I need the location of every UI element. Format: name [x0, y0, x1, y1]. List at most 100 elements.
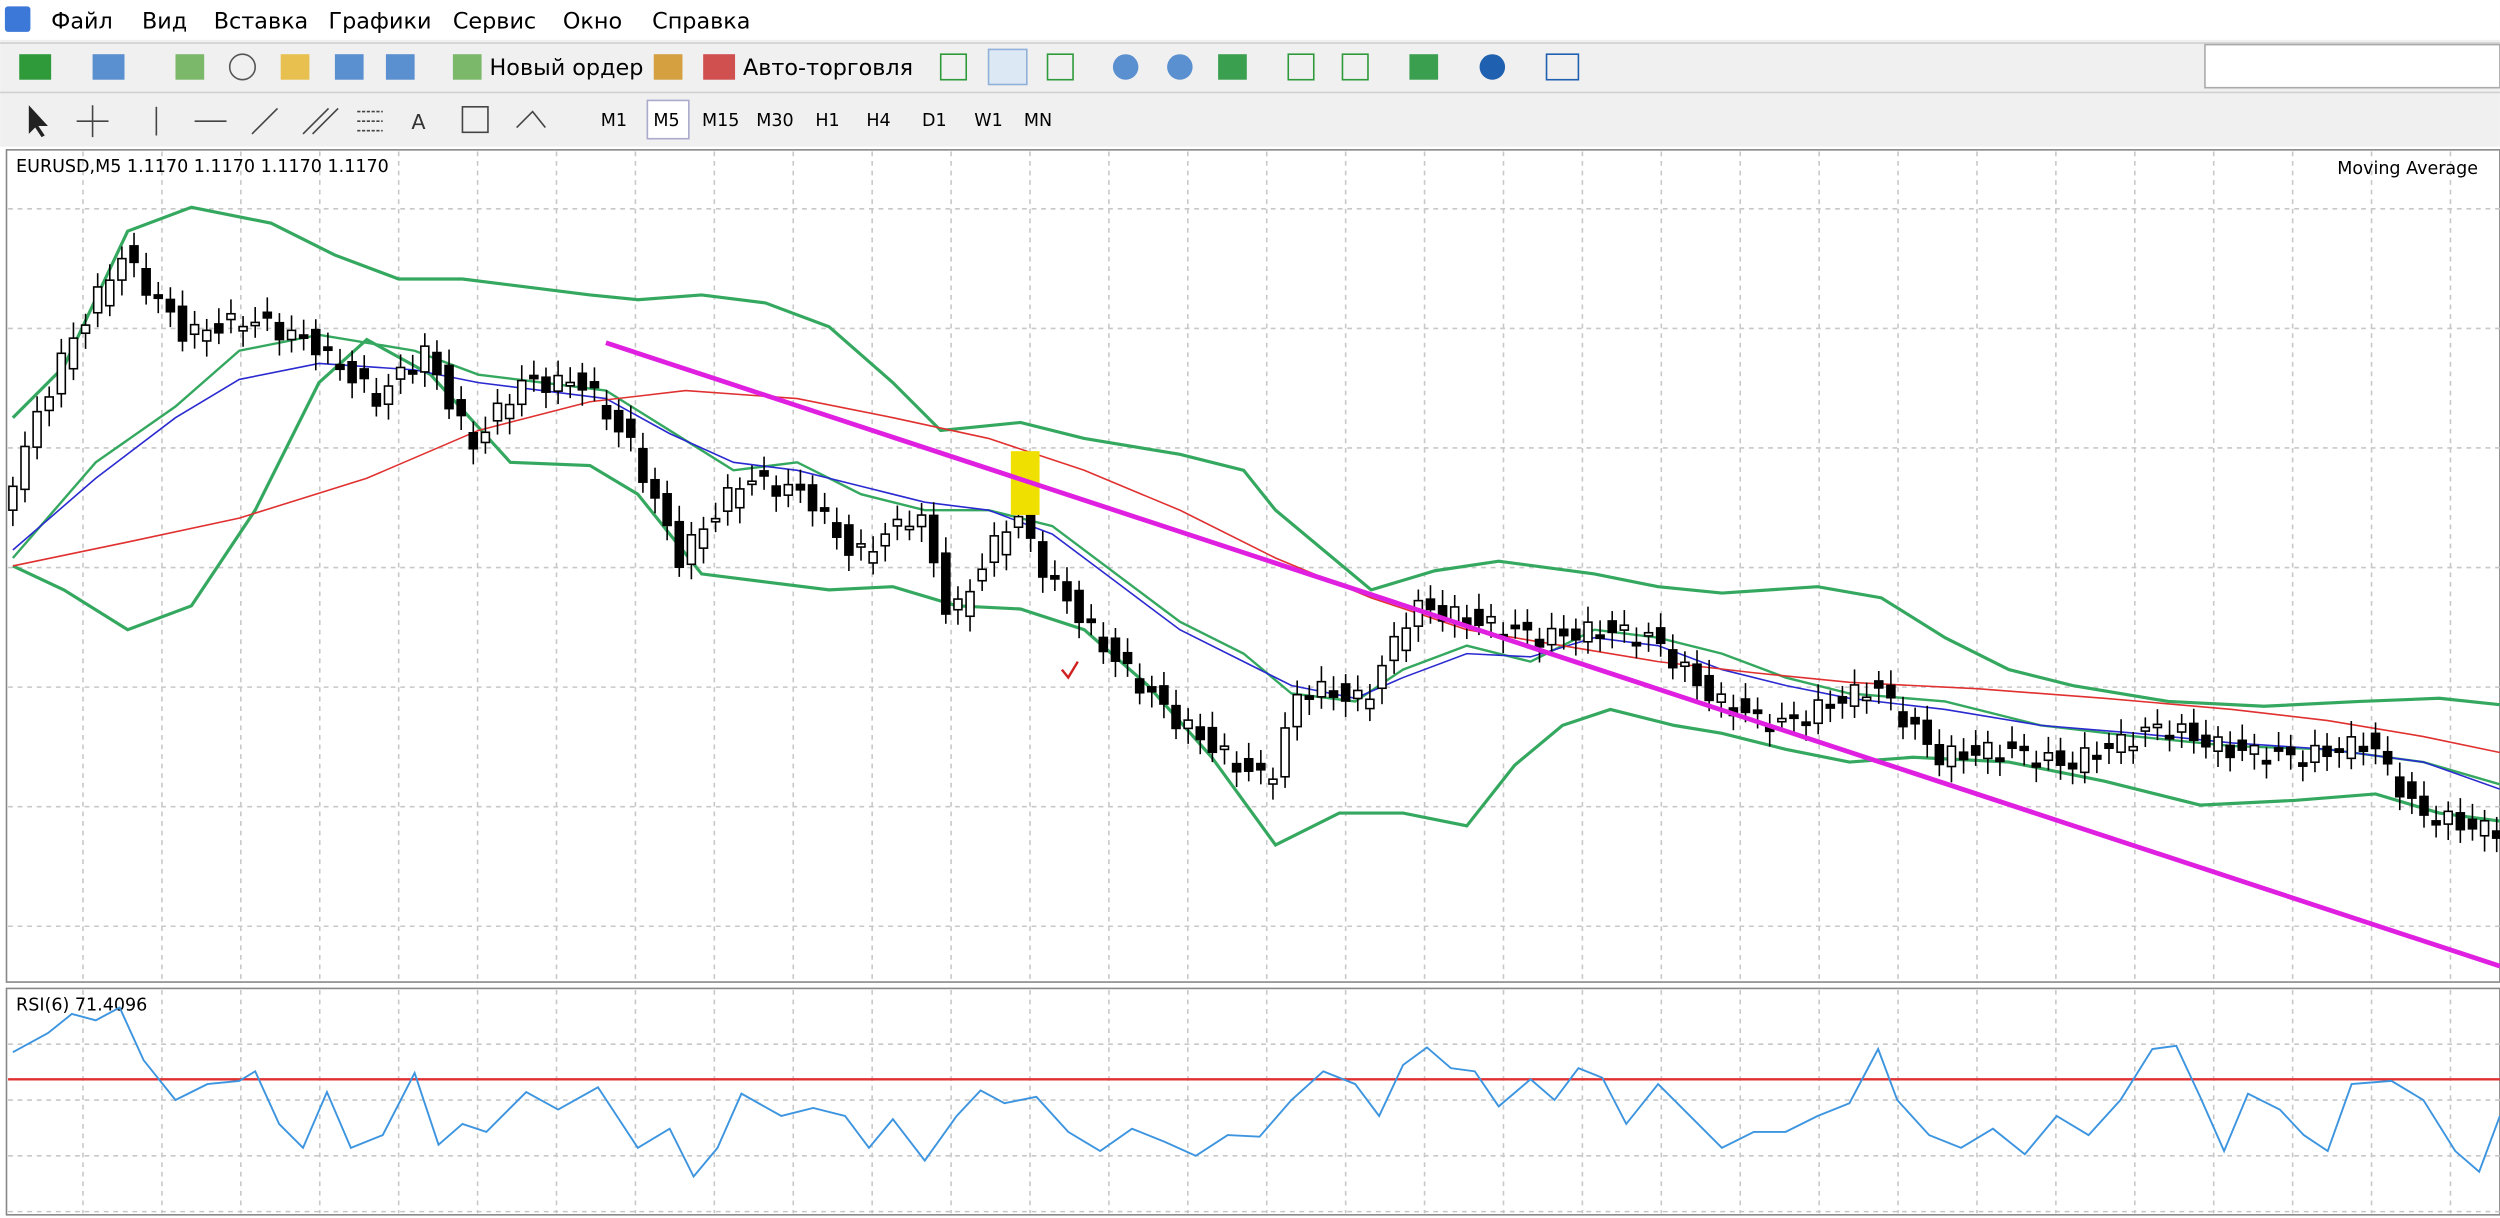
candle-body: [32, 410, 42, 448]
candle-body: [904, 525, 915, 531]
candle-body: [2067, 762, 2078, 770]
candle-body: [1970, 745, 1981, 756]
bollinger-middle: [11, 333, 2500, 786]
candle-body: [2285, 746, 2296, 756]
timeframe-button[interactable]: MN: [1024, 111, 1052, 131]
timeframe-button[interactable]: M5: [653, 111, 679, 131]
candle-body: [1849, 684, 1860, 707]
menu-item[interactable]: Вставка: [214, 9, 308, 35]
bar-chart-button[interactable]: [939, 53, 968, 81]
candle-body: [2031, 762, 2042, 768]
navigator-button[interactable]: [228, 53, 256, 81]
tester-button[interactable]: [385, 54, 415, 80]
candle-body: [710, 517, 721, 523]
candle-body: [577, 372, 588, 391]
candle-body: [2043, 752, 2054, 762]
candle-body: [2176, 723, 2187, 733]
candle-body: [444, 364, 454, 410]
candle-body: [2298, 762, 2308, 767]
timeframe-button[interactable]: H4: [866, 111, 890, 131]
candle-body: [613, 409, 624, 433]
auto-trading-icon[interactable]: [703, 54, 736, 80]
candle-body: [1510, 624, 1521, 630]
candle-body: [2370, 732, 2381, 750]
timeframe-button[interactable]: M30: [756, 111, 793, 131]
periods-button[interactable]: [1479, 54, 1506, 80]
candle-body: [1425, 598, 1436, 611]
indicators-button[interactable]: [1409, 54, 1439, 80]
candle-body: [783, 483, 794, 496]
market-watch-button[interactable]: [175, 54, 205, 80]
trendline-tool[interactable]: [251, 107, 279, 135]
candle-body: [1958, 751, 1969, 761]
cursor-tool[interactable]: [28, 105, 48, 138]
candle-body: [1001, 531, 1012, 556]
candle-body: [1316, 680, 1327, 698]
fibo-tool[interactable]: [357, 110, 383, 132]
shift-button[interactable]: [1341, 53, 1369, 81]
candle-chart-button[interactable]: [987, 48, 1028, 86]
candle-body: [2213, 736, 2223, 752]
timeframe-button[interactable]: M1: [601, 111, 627, 131]
scroll-button[interactable]: [1287, 53, 1315, 81]
arrows-tool[interactable]: [516, 110, 546, 129]
auto-trading-button[interactable]: Авто-торговля: [743, 55, 913, 81]
candle-body: [1074, 589, 1084, 624]
metaeditor-button[interactable]: [653, 54, 683, 80]
new-chart-button[interactable]: [19, 54, 52, 80]
tile-button[interactable]: [1218, 54, 1247, 80]
candle-body: [189, 323, 200, 336]
channel-tool[interactable]: [302, 107, 339, 135]
candle-body: [1546, 627, 1557, 646]
menu-item[interactable]: Вид: [142, 9, 187, 35]
terminal-button[interactable]: [334, 54, 364, 80]
new-order-icon[interactable]: [452, 54, 482, 80]
profiles-button[interactable]: [92, 54, 125, 80]
zoom-out-button[interactable]: [1167, 54, 1193, 80]
candle-body: [2019, 745, 2029, 752]
candle-body: [420, 345, 430, 373]
candle-body: [1352, 689, 1363, 700]
candle-body: [795, 483, 806, 491]
timeframe-button[interactable]: H1: [815, 111, 839, 131]
menu-item[interactable]: Файл: [51, 9, 113, 35]
candle-body: [2407, 781, 2417, 799]
candle-body: [541, 376, 551, 393]
candle-body: [468, 432, 479, 450]
label-tool[interactable]: [461, 106, 489, 134]
zoom-in-button[interactable]: [1112, 54, 1139, 80]
rsi-label: RSI(6) 71.4096: [16, 996, 147, 1016]
menu-item[interactable]: Окно: [563, 9, 622, 35]
candle-body: [2491, 830, 2500, 839]
text-tool[interactable]: A: [411, 110, 425, 134]
candle-body: [1595, 634, 1605, 640]
candle-body: [1219, 745, 1230, 751]
candle-body: [1389, 635, 1399, 662]
candle-body: [1643, 631, 1654, 637]
favorites-button[interactable]: [280, 54, 310, 80]
menu-item[interactable]: Сервис: [453, 9, 536, 35]
candle-body: [1861, 696, 1872, 702]
menu-item[interactable]: Справка: [652, 9, 750, 35]
candle-body: [1716, 693, 1727, 703]
candle-body: [2419, 795, 2429, 816]
menu-item[interactable]: Графики: [329, 9, 432, 35]
candle-body: [1631, 641, 1642, 647]
crosshair-tool[interactable]: [76, 105, 109, 138]
candle-body: [1886, 684, 1896, 699]
timeframe-button[interactable]: D1: [922, 111, 947, 131]
search-box[interactable]: [2204, 43, 2500, 89]
timeframe-button[interactable]: W1: [974, 111, 1002, 131]
candle-body: [1292, 693, 1302, 728]
candle-body: [1825, 703, 1836, 709]
candle-body: [214, 323, 224, 334]
candle-body: [2334, 748, 2344, 754]
new-order-button[interactable]: Новый ордер: [490, 55, 644, 81]
timeframe-button[interactable]: M15: [702, 111, 739, 131]
templates-button[interactable]: [1545, 53, 1580, 81]
candle-body: [1474, 608, 1484, 627]
candle-body: [1668, 649, 1678, 669]
line-chart-button[interactable]: [1046, 53, 1074, 81]
candle-body: [1910, 716, 1920, 725]
candle-body: [1534, 638, 1545, 648]
